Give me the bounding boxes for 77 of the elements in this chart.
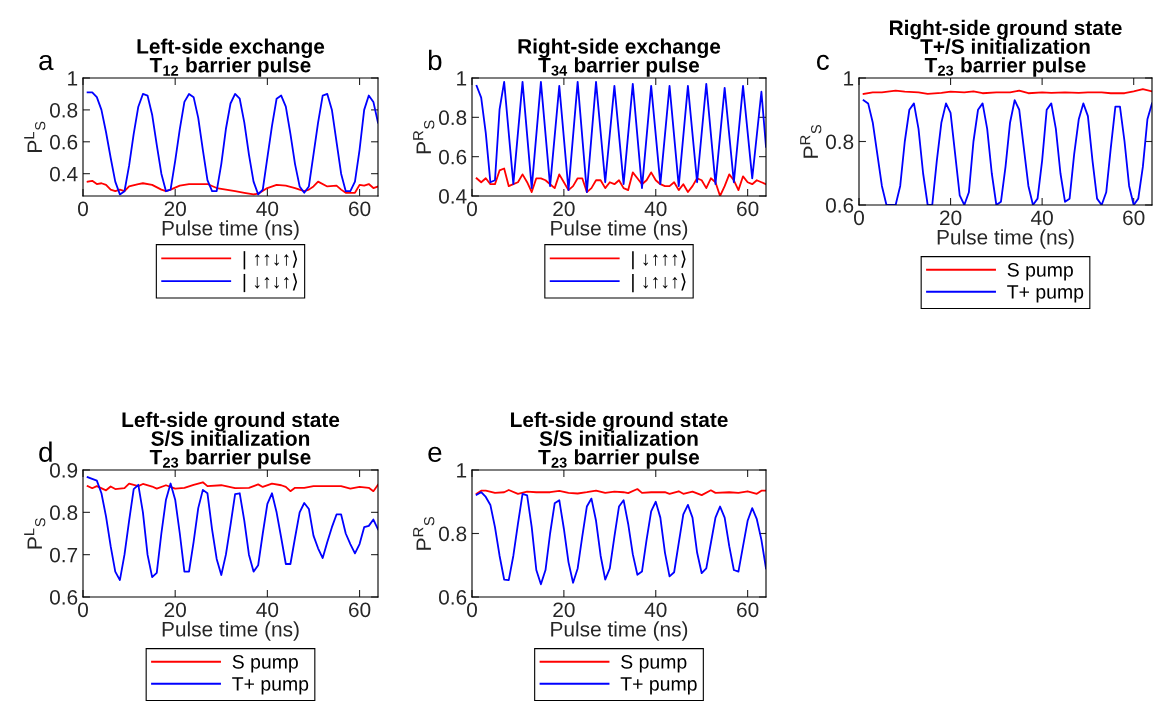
x-tick-label: 40 xyxy=(1031,210,1053,226)
x-tick-label: 0 xyxy=(467,602,477,618)
line-series xyxy=(475,167,766,196)
line-series xyxy=(86,481,378,493)
x-tick-label: 0 xyxy=(854,210,864,226)
text: a xyxy=(39,54,54,71)
y-axis-title: P$^{L}$$_{S}$ xyxy=(24,518,46,549)
legend-label: | ↓↑↓↑⟩ xyxy=(243,273,298,293)
y-tick-label: 1 xyxy=(68,71,78,86)
x-tick-label: 60 xyxy=(349,201,371,217)
x-axis-title: Pulse time (ns) xyxy=(551,220,688,240)
y-tick-label: 1 xyxy=(457,71,467,86)
line-series xyxy=(86,179,378,196)
chart-title: Left-side ground state S/S initialization T$_{23}$ barrier pulse xyxy=(122,411,340,469)
x-tick-label: 60 xyxy=(737,201,759,217)
line-series xyxy=(475,488,766,496)
x-tick-label: 0 xyxy=(78,602,88,618)
x-tick-label: 60 xyxy=(349,602,371,618)
y-tick-label: 0.4 xyxy=(438,189,467,204)
line-series xyxy=(862,99,1152,205)
y-tick-label: 0.9 xyxy=(49,463,78,478)
y-tick-label: 0.6 xyxy=(49,134,78,150)
y-axis-title: P$^{L}$$_{S}$ xyxy=(24,121,46,152)
legend-label: T+ pump xyxy=(232,677,309,695)
chart-title: Right-side exchange T$_{34}$ barrier pulse xyxy=(518,38,721,77)
y-tick-label: 0.8 xyxy=(438,110,467,126)
x-tick-label: 20 xyxy=(164,602,186,618)
y-tick-label: 0.6 xyxy=(825,198,854,213)
y-tick-label: 0.7 xyxy=(49,547,78,563)
x-tick-label: 60 xyxy=(1123,210,1145,226)
x-tick-label: 20 xyxy=(553,201,575,217)
legend-label: T+ pump xyxy=(1007,285,1084,303)
x-tick-label: 20 xyxy=(940,210,962,226)
x-axis-title: Pulse time (ns) xyxy=(937,229,1074,249)
y-tick-label: 0.8 xyxy=(825,134,854,150)
text: b xyxy=(428,49,442,71)
legend-label: T+ pump xyxy=(620,677,697,695)
x-tick-label: 40 xyxy=(256,602,279,618)
x-tick-label: 0 xyxy=(467,201,477,217)
y-tick-label: 0.8 xyxy=(49,102,78,118)
x-tick-label: 60 xyxy=(737,602,759,618)
y-tick-label: 0.8 xyxy=(49,505,78,521)
text: c xyxy=(816,54,829,70)
legend-label: | ↑↑↓↑⟩ xyxy=(243,250,298,270)
x-tick-label: 40 xyxy=(256,201,279,217)
x-tick-label: 40 xyxy=(644,201,667,217)
y-tick-label: 0.6 xyxy=(438,590,467,605)
line-series xyxy=(475,491,766,586)
y-axis-title: P$^{R}$$_{S}$ xyxy=(413,517,435,550)
chart-title: Left-side ground state S/S initialization T$_{23}$ barrier pulse xyxy=(511,411,728,469)
y-tick-label: 0.6 xyxy=(49,590,78,605)
x-tick-label: 20 xyxy=(164,201,186,217)
legend-label: S pump xyxy=(1007,262,1073,281)
legend-label: S pump xyxy=(621,654,687,673)
line-series xyxy=(475,81,766,193)
y-tick-label: 1 xyxy=(844,71,854,86)
legend-label: | ↓↑↑↑⟩ xyxy=(632,250,686,270)
text: d xyxy=(39,441,52,462)
chart-title: Right-side ground state T+/S initialization T$_{23}$ barrier pulse xyxy=(890,19,1122,77)
line-series xyxy=(86,91,378,196)
legend-label: S pump xyxy=(232,654,298,673)
x-tick-label: 20 xyxy=(553,602,575,618)
x-tick-label: 0 xyxy=(78,201,88,217)
y-tick-label: 1 xyxy=(457,463,467,478)
text: e xyxy=(428,446,442,462)
x-axis-title: Pulse time (ns) xyxy=(551,621,688,641)
x-axis-title: Pulse time (ns) xyxy=(162,220,299,240)
y-axis-title: P$^{R}$$_{S}$ xyxy=(413,120,435,154)
chart-title: Left-side exchange T$_{12}$ barrier pulse xyxy=(137,38,325,77)
y-tick-label: 0.8 xyxy=(438,526,467,542)
y-tick-label: 0.4 xyxy=(49,166,78,182)
line-series xyxy=(86,476,378,581)
x-axis-title: Pulse time (ns) xyxy=(162,621,299,641)
x-tick-label: 40 xyxy=(644,602,667,618)
legend-label: | ↓↑↓↑⟩ xyxy=(632,273,686,293)
y-axis-title: P$^{R}$$_{S}$ xyxy=(800,125,822,158)
y-tick-label: 0.6 xyxy=(438,149,467,165)
